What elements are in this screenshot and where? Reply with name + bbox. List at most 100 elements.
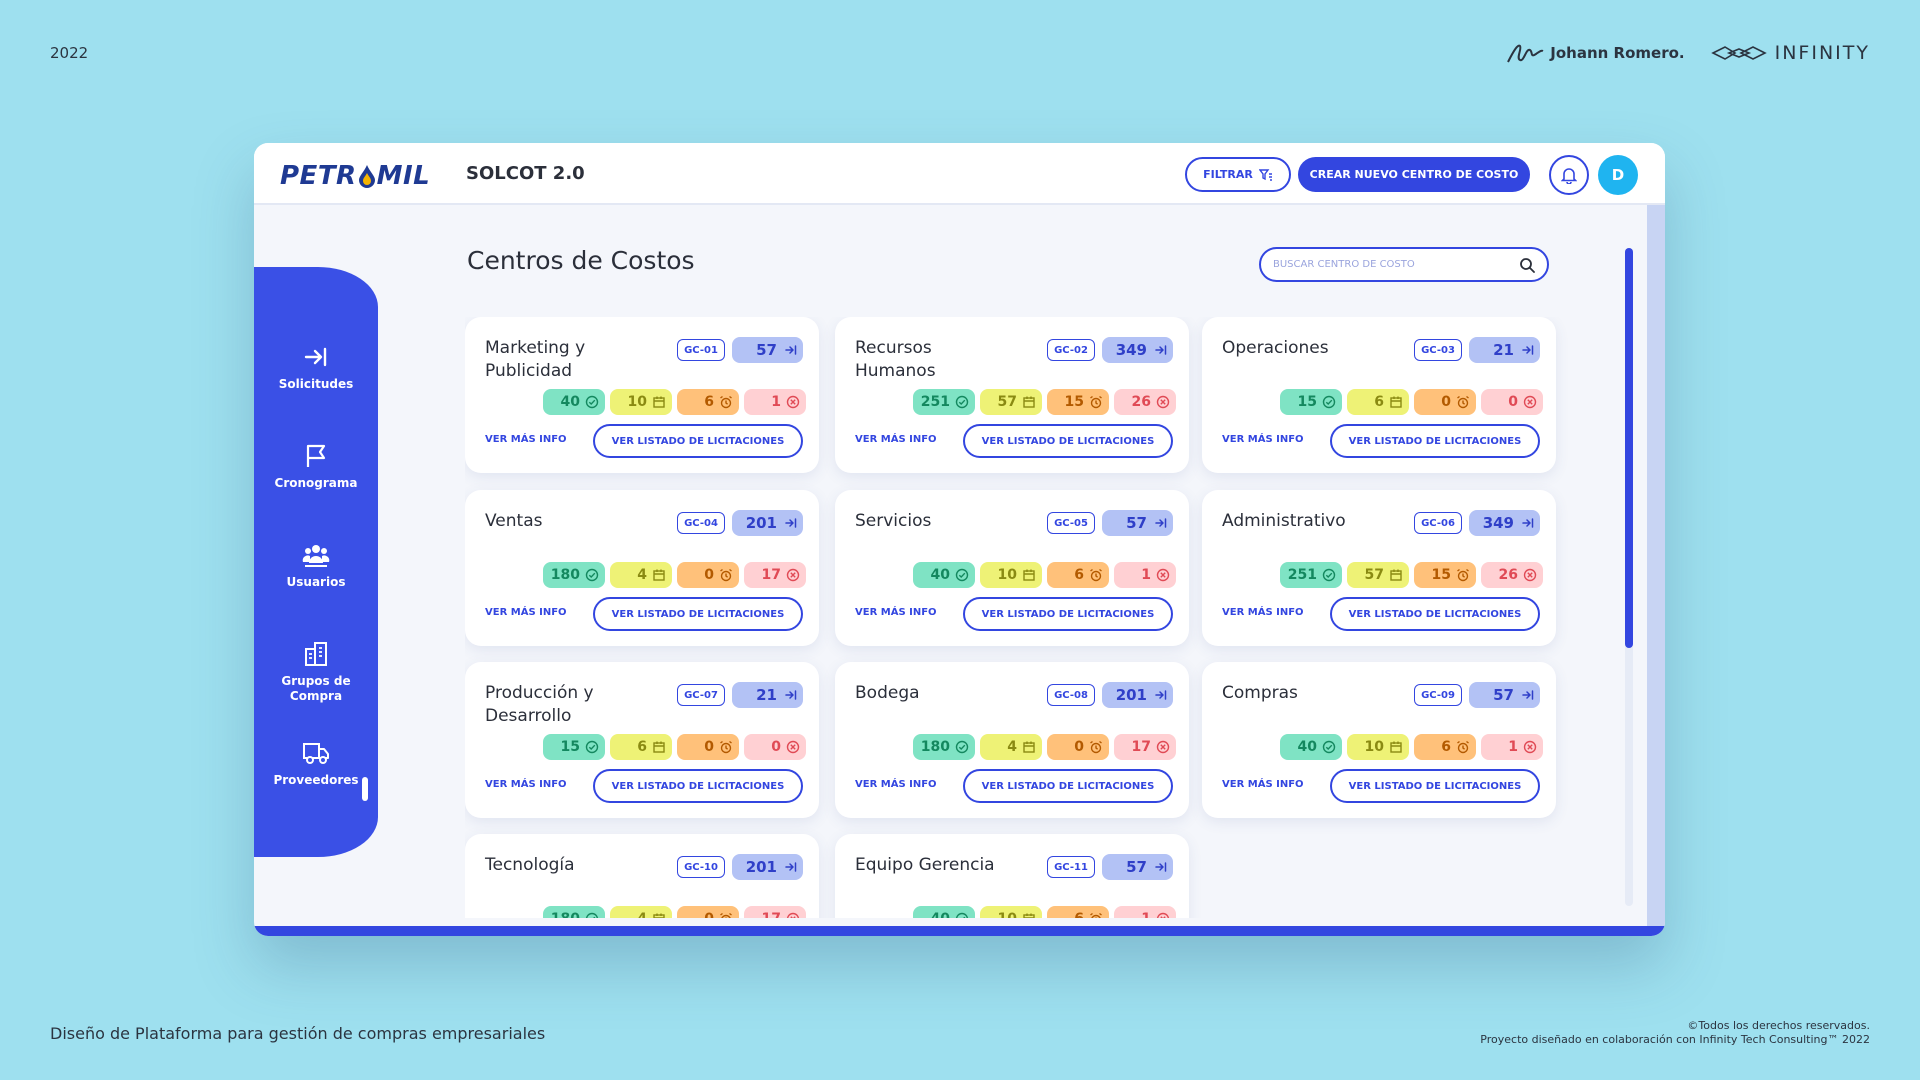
cost-center-card: Operaciones GC-03 21 15 6 0 [1202, 317, 1556, 473]
view-tenders-button[interactable]: VER LISTADO DE LICITACIONES [1330, 597, 1540, 631]
rejected-count-badge: 17 [744, 562, 806, 588]
filter-button[interactable]: FILTRAR [1185, 157, 1291, 192]
approved-count-value: 180 [920, 739, 950, 755]
sidebar-item-usuarios[interactable]: Usuarios [254, 541, 378, 590]
more-info-link[interactable]: VER MÁS INFO [855, 779, 937, 790]
cost-center-code: GC-11 [1047, 856, 1095, 878]
rejected-count-value: 0 [1508, 394, 1518, 410]
view-tenders-button[interactable]: VER LISTADO DE LICITACIONES [1330, 769, 1540, 803]
view-tenders-button[interactable]: VER LISTADO DE LICITACIONES [963, 597, 1173, 631]
x-circle-icon [1156, 740, 1170, 754]
sidebar-item-grupos-de-compra[interactable]: Grupos de Compra [254, 640, 378, 704]
cost-center-name: Bodega [855, 683, 920, 703]
calendar-icon [653, 569, 665, 581]
scheduled-count-badge: 4 [610, 562, 672, 588]
pending-count-value: 6 [1074, 567, 1084, 583]
total-requests-badge[interactable]: 57 [732, 337, 803, 363]
total-requests-badge[interactable]: 349 [1469, 510, 1540, 536]
more-info-link[interactable]: VER MÁS INFO [1222, 434, 1304, 445]
pending-count-value: 6 [1074, 911, 1084, 918]
create-cost-center-button[interactable]: CREAR NUEVO CENTRO DE COSTO [1298, 157, 1530, 192]
pending-count-value: 6 [1441, 739, 1451, 755]
search-icon[interactable] [1519, 257, 1535, 273]
more-info-link[interactable]: VER MÁS INFO [855, 607, 937, 618]
cost-center-card: Marketing y Publicidad GC-01 57 40 10 6 [465, 317, 819, 473]
view-tenders-button[interactable]: VER LISTADO DE LICITACIONES [593, 597, 803, 631]
filter-icon [1258, 168, 1272, 181]
view-tenders-button[interactable]: VER LISTADO DE LICITACIONES [1330, 424, 1540, 458]
cost-center-name: Servicios [855, 511, 932, 531]
sidebar-item-solicitudes[interactable]: Solicitudes [254, 343, 378, 392]
approved-count-badge: 251 [1280, 562, 1342, 588]
alarm-clock-icon [720, 395, 732, 409]
view-tenders-button[interactable]: VER LISTADO DE LICITACIONES [593, 424, 803, 458]
scrollbar-thumb[interactable] [1625, 248, 1633, 648]
view-tenders-button[interactable]: VER LISTADO DE LICITACIONES [963, 769, 1173, 803]
x-circle-icon [786, 740, 800, 754]
calendar-icon [1023, 913, 1035, 918]
calendar-icon [1390, 741, 1402, 753]
flame-drop-icon [358, 165, 375, 188]
calendar-icon [653, 741, 665, 753]
more-info-link[interactable]: VER MÁS INFO [485, 607, 567, 618]
cost-center-name: Producción y Desarrollo [485, 683, 594, 726]
more-info-link[interactable]: VER MÁS INFO [855, 434, 937, 445]
more-info-link[interactable]: VER MÁS INFO [485, 434, 567, 445]
check-circle-icon [955, 912, 969, 918]
x-circle-icon [1156, 912, 1170, 918]
total-requests-badge[interactable]: 57 [1102, 854, 1173, 880]
calendar-icon [1390, 569, 1402, 581]
more-info-link[interactable]: VER MÁS INFO [1222, 779, 1304, 790]
total-requests-badge[interactable]: 349 [1102, 337, 1173, 363]
pending-count-badge: 0 [1047, 734, 1109, 760]
rejected-count-badge: 1 [1114, 562, 1176, 588]
pending-count-value: 15 [1431, 567, 1451, 583]
total-requests-value: 201 [745, 514, 777, 532]
pending-count-badge: 0 [677, 562, 739, 588]
rejected-count-value: 1 [1508, 739, 1518, 755]
total-requests-value: 349 [1115, 341, 1147, 359]
rejected-count-badge: 0 [744, 734, 806, 760]
cost-center-name: Operaciones [1222, 338, 1329, 358]
total-requests-badge[interactable]: 201 [732, 854, 803, 880]
view-tenders-button[interactable]: VER LISTADO DE LICITACIONES [593, 769, 803, 803]
rejected-count-value: 26 [1131, 394, 1151, 410]
scheduled-count-value: 6 [637, 739, 647, 755]
pending-count-value: 0 [1441, 394, 1451, 410]
alarm-clock-icon [1090, 395, 1102, 409]
calendar-icon [653, 396, 665, 408]
cost-center-card: Servicios GC-05 57 40 10 6 [835, 490, 1189, 646]
total-requests-value: 57 [1126, 514, 1147, 532]
total-requests-badge[interactable]: 57 [1469, 682, 1540, 708]
rejected-count-value: 17 [1131, 739, 1151, 755]
cost-center-name: Tecnología [485, 855, 575, 875]
approved-count-badge: 40 [543, 389, 605, 415]
total-requests-badge[interactable]: 21 [1469, 337, 1540, 363]
pending-count-value: 0 [704, 739, 714, 755]
check-circle-icon [585, 912, 599, 918]
sidebar-item-cronograma[interactable]: Cronograma [254, 442, 378, 491]
approved-count-badge: 15 [543, 734, 605, 760]
view-tenders-button[interactable]: VER LISTADO DE LICITACIONES [963, 424, 1173, 458]
total-requests-badge[interactable]: 21 [732, 682, 803, 708]
scheduled-count-badge: 6 [1347, 389, 1409, 415]
sidebar-item-proveedores[interactable]: Proveedores [254, 739, 378, 788]
notifications-button[interactable] [1549, 155, 1589, 195]
x-circle-icon [786, 568, 800, 582]
total-requests-value: 57 [1493, 686, 1514, 704]
more-info-link[interactable]: VER MÁS INFO [485, 779, 567, 790]
more-info-link[interactable]: VER MÁS INFO [1222, 607, 1304, 618]
user-avatar[interactable]: D [1598, 155, 1638, 195]
approved-count-badge: 251 [913, 389, 975, 415]
x-circle-icon [1156, 395, 1170, 409]
total-requests-badge[interactable]: 57 [1102, 510, 1173, 536]
sidebar-active-indicator [362, 777, 368, 801]
search-input[interactable] [1273, 259, 1519, 270]
scheduled-count-value: 6 [1374, 394, 1384, 410]
pending-count-badge: 0 [1414, 389, 1476, 415]
sidebar-item-label: Grupos de Compra [281, 674, 351, 703]
total-requests-badge[interactable]: 201 [1102, 682, 1173, 708]
total-requests-badge[interactable]: 201 [732, 510, 803, 536]
rejected-count-value: 1 [771, 394, 781, 410]
approved-count-badge: 180 [913, 734, 975, 760]
